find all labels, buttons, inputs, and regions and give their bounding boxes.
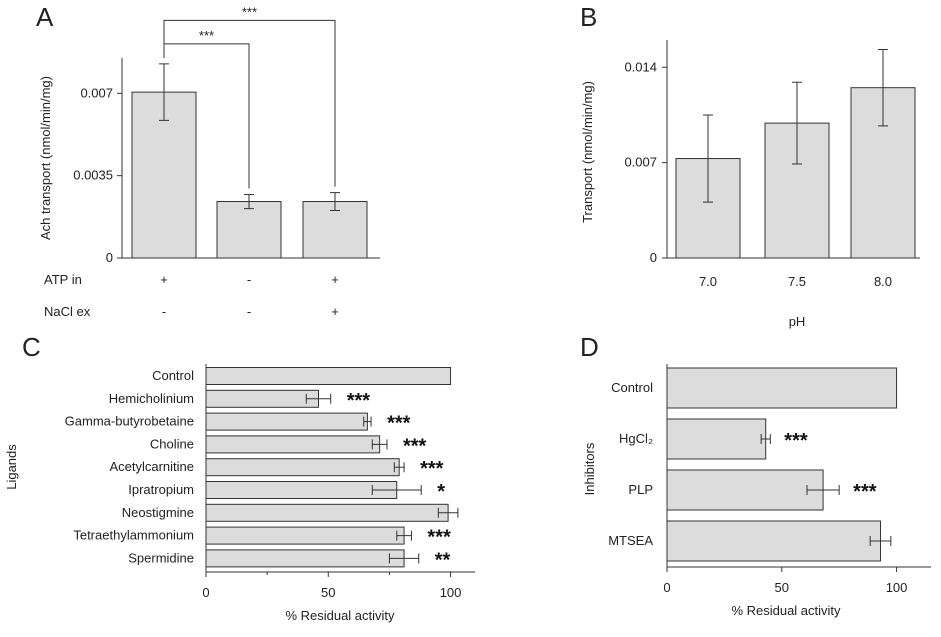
panel-c-significance-label: * [437,481,445,503]
panel-c-x-tick-label: 50 [321,585,335,600]
condition-sign-a: - [247,304,251,319]
condition-sign-a: - [247,272,251,287]
error-bar-b [792,81,802,165]
panel-c-y-axis-label: Ligands [4,444,19,490]
panel-c-x-axis-label: % Residual activity [285,608,395,623]
panel-c-error-bar [393,462,405,473]
significance-label-a: *** [242,4,257,19]
panel-c-chart: 0 50 100 % Residual activity Ligands Control H… [4,364,475,623]
error-bar-b [703,114,713,203]
panel-d-bar [666,469,824,511]
panel-d-x-tick-label: 100 [886,580,908,595]
panel-d-bar [666,520,881,562]
y-tick-label-b: 0 [650,250,657,265]
panel-letter-d: D [580,332,599,362]
significance-bracket-a [163,19,336,187]
panel-c-bar [205,389,319,408]
panel-d-bar [666,418,767,460]
panel-d-error-bar [760,434,771,444]
panel-d-category-label: PLP [628,482,653,497]
y-tick-label-b: 0.014 [624,59,657,74]
panel-c-bar [205,412,368,431]
bar-a [216,201,282,259]
panel-d-bar [666,367,898,409]
panel-c-x-tick-label: 100 [440,585,462,600]
panel-c-bar [205,526,405,545]
error-bar-b [878,49,888,127]
x-tick-label-b: 7.0 [699,274,717,289]
panel-d-x-tick-label: 0 [663,580,670,595]
panel-c-significance-label: *** [420,458,444,480]
panel-c-significance-label: *** [427,527,451,549]
panel-d-category-label: HgCl₂ [619,431,653,446]
panel-d-error-bar [869,536,892,546]
panel-c-significance-label: *** [403,435,427,457]
panel-c-category-label: Ipratropium [128,482,194,497]
condition-row-label-a: ATP in [44,272,82,287]
condition-sign-a: + [160,272,168,287]
error-bar-a [159,63,169,121]
panel-d-y-axis-label: Inhibitors [582,442,597,495]
panel-d-chart: 0 50 100 % Residual activity Inhibitors Contr… [582,364,931,618]
panel-c-bar [205,458,400,477]
panel-c-significance-label: *** [387,413,411,435]
x-axis-label-b: pH [789,314,806,329]
x-tick-label-b: 8.0 [874,274,892,289]
panel-c-category-label: Acetylcarnitine [109,459,194,474]
panel-d-significance-label: *** [784,430,808,452]
panel-c-category-label: Control [152,368,194,383]
panel-d-category-label: MTSEA [608,533,653,548]
panel-c-category-label: Spermidine [128,550,194,565]
significance-label-a: *** [199,28,214,43]
panel-c-x-tick-label: 0 [202,585,209,600]
panel-c-bar [205,435,381,454]
panel-c-bar [205,503,449,522]
panel-letter-c: C [22,332,41,362]
panel-c-category-label: Tetraethylammonium [73,528,194,543]
panel-d-x-axis-label: % Residual activity [731,603,841,618]
panel-c-error-bar [396,530,412,541]
panel-c-error-bar [363,416,372,427]
panel-c-category-label: Hemicholinium [109,391,194,406]
panel-c-error-bar [437,507,459,518]
condition-row-label-a: NaCl ex [44,304,91,319]
panel-c-category-label: Choline [150,436,194,451]
y-tick-label-a: 0.007 [80,85,113,100]
y-axis-label-b: Transport (nmol/min/mg) [580,81,595,223]
panel-c-error-bar [388,553,420,564]
panel-c-error-bar [305,393,332,404]
y-axis-label-a: Ach transport (nmol/min/mg) [38,76,53,240]
y-tick-label-a: 0.0035 [73,168,113,183]
error-bar-a [244,193,254,210]
panel-c-bar [205,367,452,385]
panel-letter-b: B [580,2,597,32]
panel-d-x-tick-label: 50 [775,580,789,595]
x-tick-label-b: 7.5 [788,274,806,289]
panel-c-bar [205,549,405,568]
error-bar-a [330,192,340,211]
condition-sign-a: + [331,304,339,319]
panel-c-significance-label: *** [347,390,371,412]
panel-d-error-bar [806,485,840,495]
condition-sign-a: + [331,272,339,287]
y-tick-label-a: 0 [106,250,113,265]
condition-sign-a: - [162,304,166,319]
panel-d-significance-label: *** [853,481,877,503]
panel-c-category-label: Neostigmine [122,505,194,520]
panel-c-error-bar [371,485,422,495]
panel-c-bar [205,481,398,499]
panel-c-significance-label: ** [435,549,451,571]
panel-a-chart: 0 0.0035 0.007 Ach transport (nmol/min/mg) *… [38,4,380,319]
y-tick-label-b: 0.007 [624,155,657,170]
panel-c-category-label: Gamma-butyrobetaine [65,414,194,429]
panel-c-error-bar [371,439,388,450]
panel-b-chart: 0 0.007 0.014 Transport (nmol/min/mg) 7.0 7.5… [580,40,920,329]
panel-letter-a: A [36,2,54,32]
panel-d-category-label: Control [611,380,653,395]
